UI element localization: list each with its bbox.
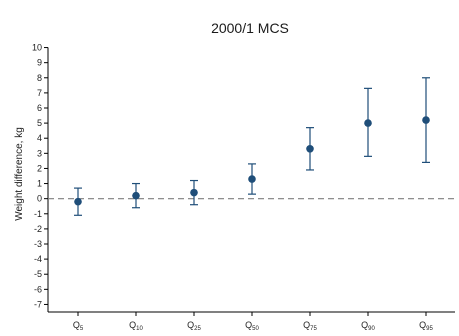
x-tick-label: Q25 bbox=[187, 320, 201, 332]
x-tick-label: Q50 bbox=[245, 320, 259, 332]
y-tick-label: 4 bbox=[37, 133, 42, 143]
y-tick-label: -5 bbox=[34, 269, 42, 279]
x-tick-label: Q90 bbox=[361, 320, 375, 332]
plot-marks bbox=[74, 77, 430, 216]
y-tick-label: -6 bbox=[34, 284, 42, 294]
y-tick-label: 2 bbox=[37, 163, 42, 173]
x-tick-label: Q10 bbox=[129, 320, 143, 332]
point-estimate bbox=[248, 175, 256, 183]
y-tick-label: 0 bbox=[37, 194, 42, 204]
y-tick-label: 1 bbox=[37, 179, 42, 189]
y-tick-label: 8 bbox=[37, 73, 42, 83]
y-tick-label: 6 bbox=[37, 103, 42, 113]
x-tick-label: Q5 bbox=[73, 320, 84, 332]
y-tick-label: -1 bbox=[34, 209, 42, 219]
y-tick-label: 10 bbox=[32, 43, 42, 53]
y-tick-label: 5 bbox=[37, 118, 42, 128]
point-estimate bbox=[132, 191, 140, 200]
point-estimate bbox=[190, 188, 198, 197]
y-tick-label: -2 bbox=[34, 224, 42, 234]
point-estimate bbox=[306, 145, 314, 153]
chart-title: 2000/1 MCS bbox=[211, 20, 289, 36]
x-tick-labels: Q5 Q10 Q25 Q50 Q75 Q90 Q95 bbox=[73, 320, 434, 332]
y-tick-label: 3 bbox=[37, 148, 42, 158]
y-tick-label: -3 bbox=[34, 239, 42, 249]
x-tick-label: Q95 bbox=[419, 320, 433, 332]
y-tick-label: -7 bbox=[34, 299, 42, 309]
y-tick-label: 7 bbox=[37, 88, 42, 98]
point-estimate bbox=[74, 197, 82, 206]
y-tick-label: -4 bbox=[34, 254, 42, 264]
point-estimate bbox=[422, 116, 430, 124]
y-tick-label: 9 bbox=[37, 58, 42, 68]
point-estimate bbox=[364, 119, 372, 127]
x-tick-label: Q75 bbox=[303, 320, 317, 332]
y-axis-label: Weight difference, kg bbox=[14, 127, 25, 221]
